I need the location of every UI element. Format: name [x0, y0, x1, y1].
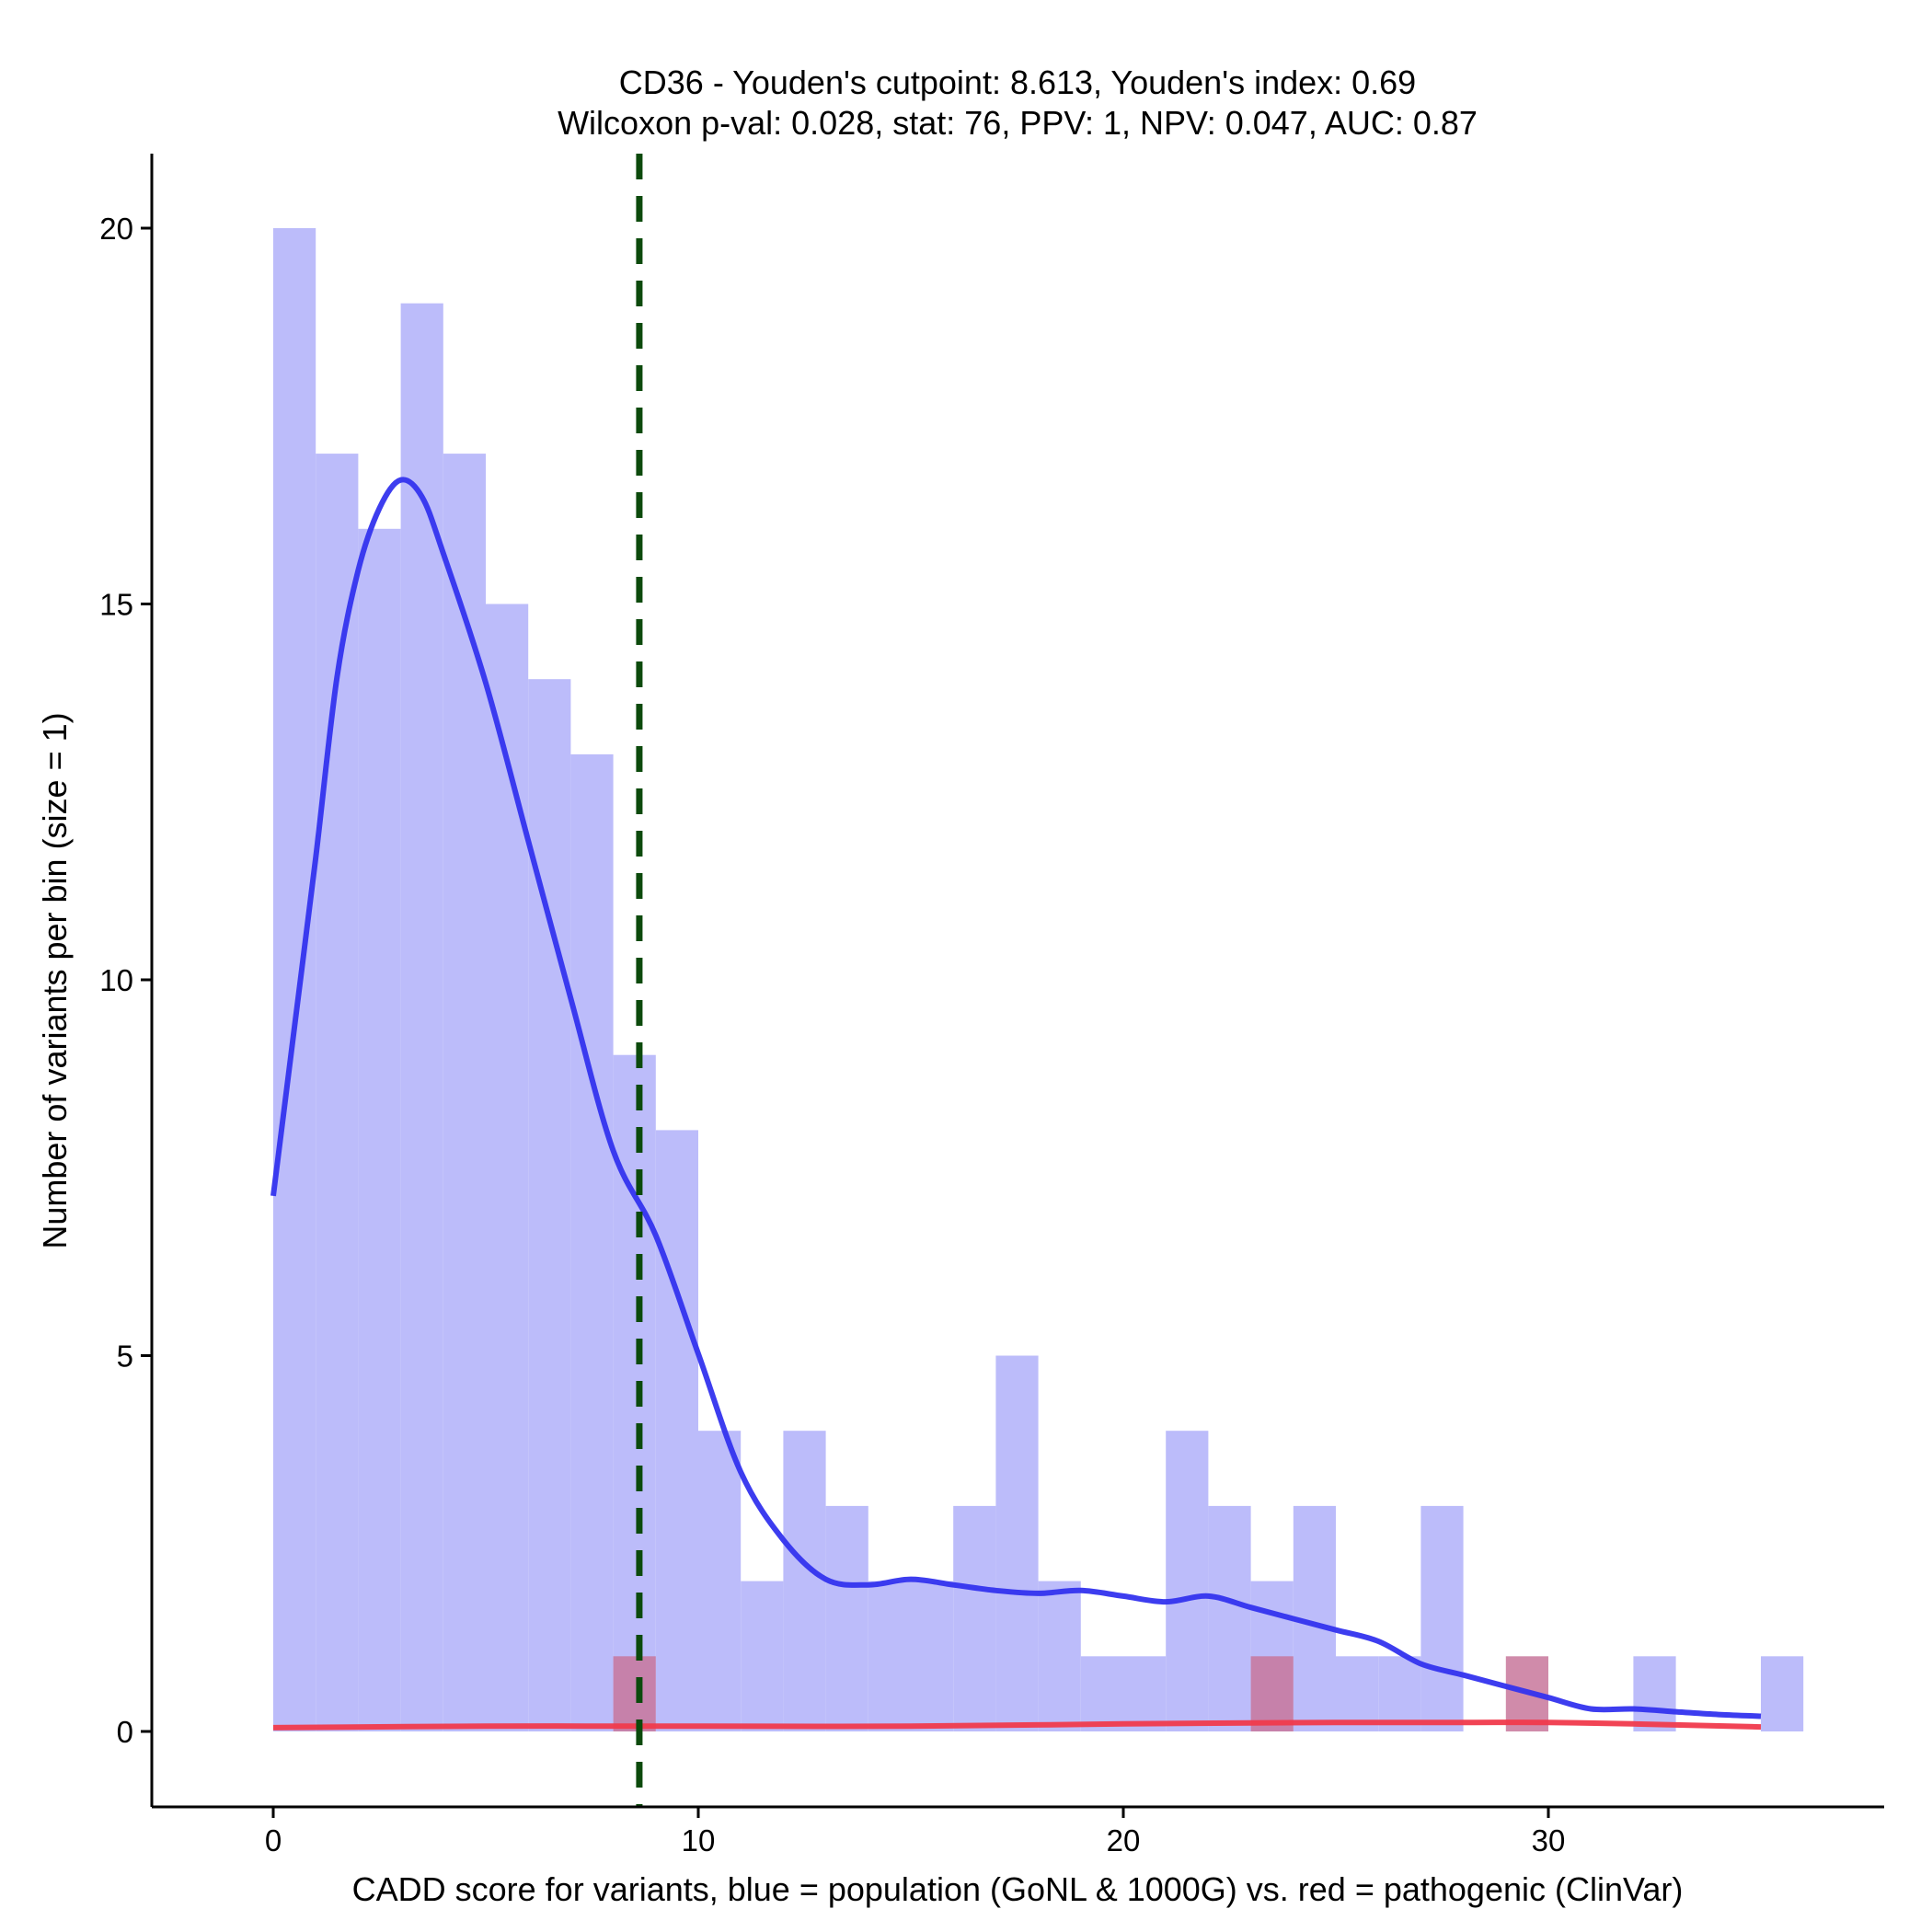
population-bar-26: [1378, 1656, 1421, 1731]
plot-area: [270, 154, 1804, 1807]
population-bar-28: [1633, 1656, 1676, 1731]
population-bar-29: [1761, 1656, 1804, 1731]
population-bar-9: [655, 1130, 698, 1731]
population-bar-10: [698, 1431, 742, 1731]
population-bar-17: [995, 1355, 1039, 1731]
population-bar-12: [783, 1431, 826, 1731]
population-density-line: [270, 477, 1762, 1719]
population-bar-5: [486, 604, 529, 1731]
y-tick-label: 0: [117, 1715, 133, 1749]
population-bar-3: [400, 303, 443, 1732]
population-bar-20: [1123, 1656, 1167, 1731]
x-tick-label: 10: [682, 1823, 716, 1857]
population-bar-4: [443, 454, 486, 1732]
population-bar-18: [1038, 1581, 1081, 1731]
population-bar-6: [528, 679, 571, 1732]
y-tick-label: 20: [99, 212, 133, 246]
population-bar-14: [868, 1581, 911, 1731]
y-axis-label: Number of variants per bin (size = 1): [36, 712, 74, 1248]
x-tick-label: 30: [1532, 1823, 1566, 1857]
population-bar-1: [316, 454, 359, 1732]
pathogenic-bar-1: [1250, 1656, 1294, 1731]
axis-ticks: 0 10 20 30 0 5 10 15 20: [99, 212, 1565, 1857]
population-bar-16: [953, 1505, 996, 1731]
population-bar-25: [1336, 1656, 1379, 1731]
population-bar-13: [825, 1505, 868, 1731]
population-bar-0: [273, 228, 316, 1731]
y-tick-label: 5: [117, 1340, 133, 1374]
pathogenic-density-line: [272, 1719, 1762, 1731]
population-bar-2: [358, 528, 401, 1731]
population-bar-19: [1080, 1656, 1123, 1731]
population-bar-11: [741, 1581, 784, 1731]
population-bar-22: [1208, 1505, 1251, 1731]
population-bar-7: [570, 753, 614, 1731]
x-tick-label: 0: [265, 1823, 282, 1857]
chart-subtitle: Wilcoxon p-val: 0.028, stat: 76, PPV: 1,…: [558, 104, 1478, 142]
population-bar-27: [1420, 1505, 1464, 1731]
pathogenic-bar-0: [613, 1656, 656, 1731]
x-tick-label: 20: [1107, 1823, 1141, 1857]
x-axis-label: CADD score for variants, blue = populati…: [352, 1870, 1684, 1908]
chart-title: CD36 - Youden's cutpoint: 8.613, Youden'…: [619, 63, 1416, 101]
population-bar-8: [613, 1054, 656, 1731]
population-bar-15: [911, 1581, 954, 1731]
population-bar-21: [1166, 1431, 1209, 1731]
y-tick-label: 15: [99, 588, 133, 622]
y-tick-label: 10: [99, 963, 133, 997]
